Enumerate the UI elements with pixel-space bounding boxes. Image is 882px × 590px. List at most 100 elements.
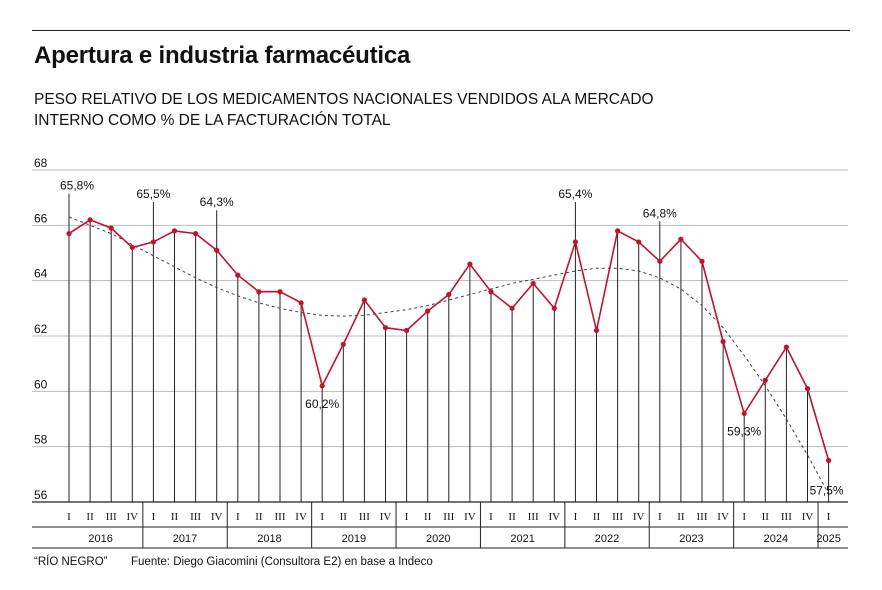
data-point (720, 338, 726, 345)
data-point (593, 327, 600, 334)
y-tick-label: 68 (34, 156, 48, 170)
trend-line (68, 216, 830, 494)
x-year-label: 2021 (510, 533, 534, 545)
x-quarter-label: III (359, 511, 370, 523)
data-point (425, 308, 431, 314)
x-quarter-label: III (528, 511, 539, 523)
x-quarter-label: I (742, 511, 746, 523)
data-point (446, 291, 452, 298)
data-point (615, 228, 621, 234)
y-tick-label: 64 (34, 267, 48, 281)
x-quarter-label: IV (126, 511, 138, 523)
data-point (551, 305, 557, 311)
data-point (235, 272, 241, 278)
x-year-label: 2023 (679, 533, 703, 545)
x-year-label: 2017 (173, 533, 197, 545)
x-quarter-label: IV (548, 511, 560, 523)
data-point (340, 341, 346, 347)
x-quarter-label: III (106, 511, 117, 523)
y-tick-label: 56 (34, 488, 48, 502)
data-point (636, 239, 642, 245)
data-label: 64,3% (200, 195, 234, 209)
subtitle-line-2: INTERNO COMO % DE LA FACTURACIÓN TOTAL (34, 112, 391, 129)
subtitle-line-1: PESO RELATIVO DE LOS MEDICAMENTOS NACION… (34, 91, 654, 108)
x-quarter-label: III (781, 511, 792, 523)
data-point (572, 239, 579, 245)
x-quarter-label: I (320, 511, 324, 523)
chart-subtitle: PESO RELATIVO DE LOS MEDICAMENTOS NACION… (34, 89, 734, 131)
x-quarter-label: I (827, 511, 831, 523)
x-year-label: 2019 (342, 533, 366, 545)
x-quarter-label: IV (211, 511, 223, 523)
x-quarter-label: II (255, 511, 263, 523)
y-tick-label: 58 (34, 433, 48, 447)
x-quarter-label: IV (633, 511, 645, 523)
x-quarter-label: IV (295, 511, 307, 523)
x-quarter-label: I (236, 511, 240, 523)
data-point (361, 297, 367, 303)
data-label: 65,4% (558, 187, 592, 201)
x-quarter-label: IV (717, 511, 729, 523)
data-point (741, 410, 747, 417)
x-year-label: 2016 (88, 533, 112, 545)
x-quarter-label: II (593, 511, 601, 523)
x-quarter-label: II (677, 511, 685, 523)
x-quarter-label: III (443, 511, 454, 523)
chart-title: Apertura e industria farmacéutica (34, 42, 411, 69)
data-point (467, 261, 473, 267)
y-tick-label: 66 (34, 211, 48, 225)
x-quarter-label: IV (380, 511, 392, 523)
data-point (826, 457, 832, 464)
x-year-label: 2018 (257, 533, 281, 545)
x-year-label: 2020 (426, 533, 450, 545)
data-point (277, 289, 283, 295)
y-tick-label: 62 (34, 322, 48, 336)
x-quarter-label: IV (464, 511, 476, 523)
data-point (129, 244, 135, 251)
x-quarter-label: III (612, 511, 623, 523)
x-quarter-label: II (762, 511, 770, 523)
x-quarter-label: II (424, 511, 432, 523)
data-point (298, 300, 304, 306)
x-quarter-label: I (67, 511, 71, 523)
data-point (404, 327, 410, 334)
data-label: 65,8% (60, 179, 94, 193)
source-note: Fuente: Diego Giacomini (Consultora E2) … (131, 556, 433, 568)
data-point (762, 377, 768, 383)
x-year-label: 2025 (816, 533, 840, 545)
data-point (530, 280, 536, 287)
publisher-credit: “RÍO NEGRO” (34, 556, 108, 568)
data-label: 60,2% (305, 397, 339, 411)
top-rule (32, 30, 850, 31)
data-label: 59,3% (727, 424, 761, 438)
x-quarter-label: I (152, 511, 156, 523)
data-point (171, 228, 178, 234)
data-label: 64,8% (643, 206, 677, 220)
x-quarter-label: I (489, 511, 493, 523)
data-point (657, 258, 663, 264)
data-point (319, 383, 325, 389)
data-point (509, 305, 515, 311)
data-point (488, 289, 494, 295)
data-label: 65,5% (136, 187, 170, 201)
data-point (256, 289, 262, 295)
data-point (214, 247, 220, 253)
x-quarter-label: III (697, 511, 708, 523)
data-point (66, 231, 72, 237)
data-point (382, 325, 389, 331)
x-year-label: 2022 (595, 533, 619, 545)
x-year-label: 2024 (764, 533, 788, 545)
data-point (150, 239, 156, 245)
x-quarter-label: II (340, 511, 348, 523)
x-quarter-label: III (275, 511, 286, 523)
y-tick-label: 60 (34, 377, 48, 391)
x-quarter-label: I (658, 511, 662, 523)
x-quarter-label: I (405, 511, 409, 523)
data-label: 57,5% (810, 484, 844, 498)
x-quarter-label: II (171, 511, 179, 523)
x-quarter-label: II (508, 511, 516, 523)
x-quarter-label: IV (802, 511, 814, 523)
x-quarter-label: II (86, 511, 94, 523)
data-point (699, 258, 705, 264)
